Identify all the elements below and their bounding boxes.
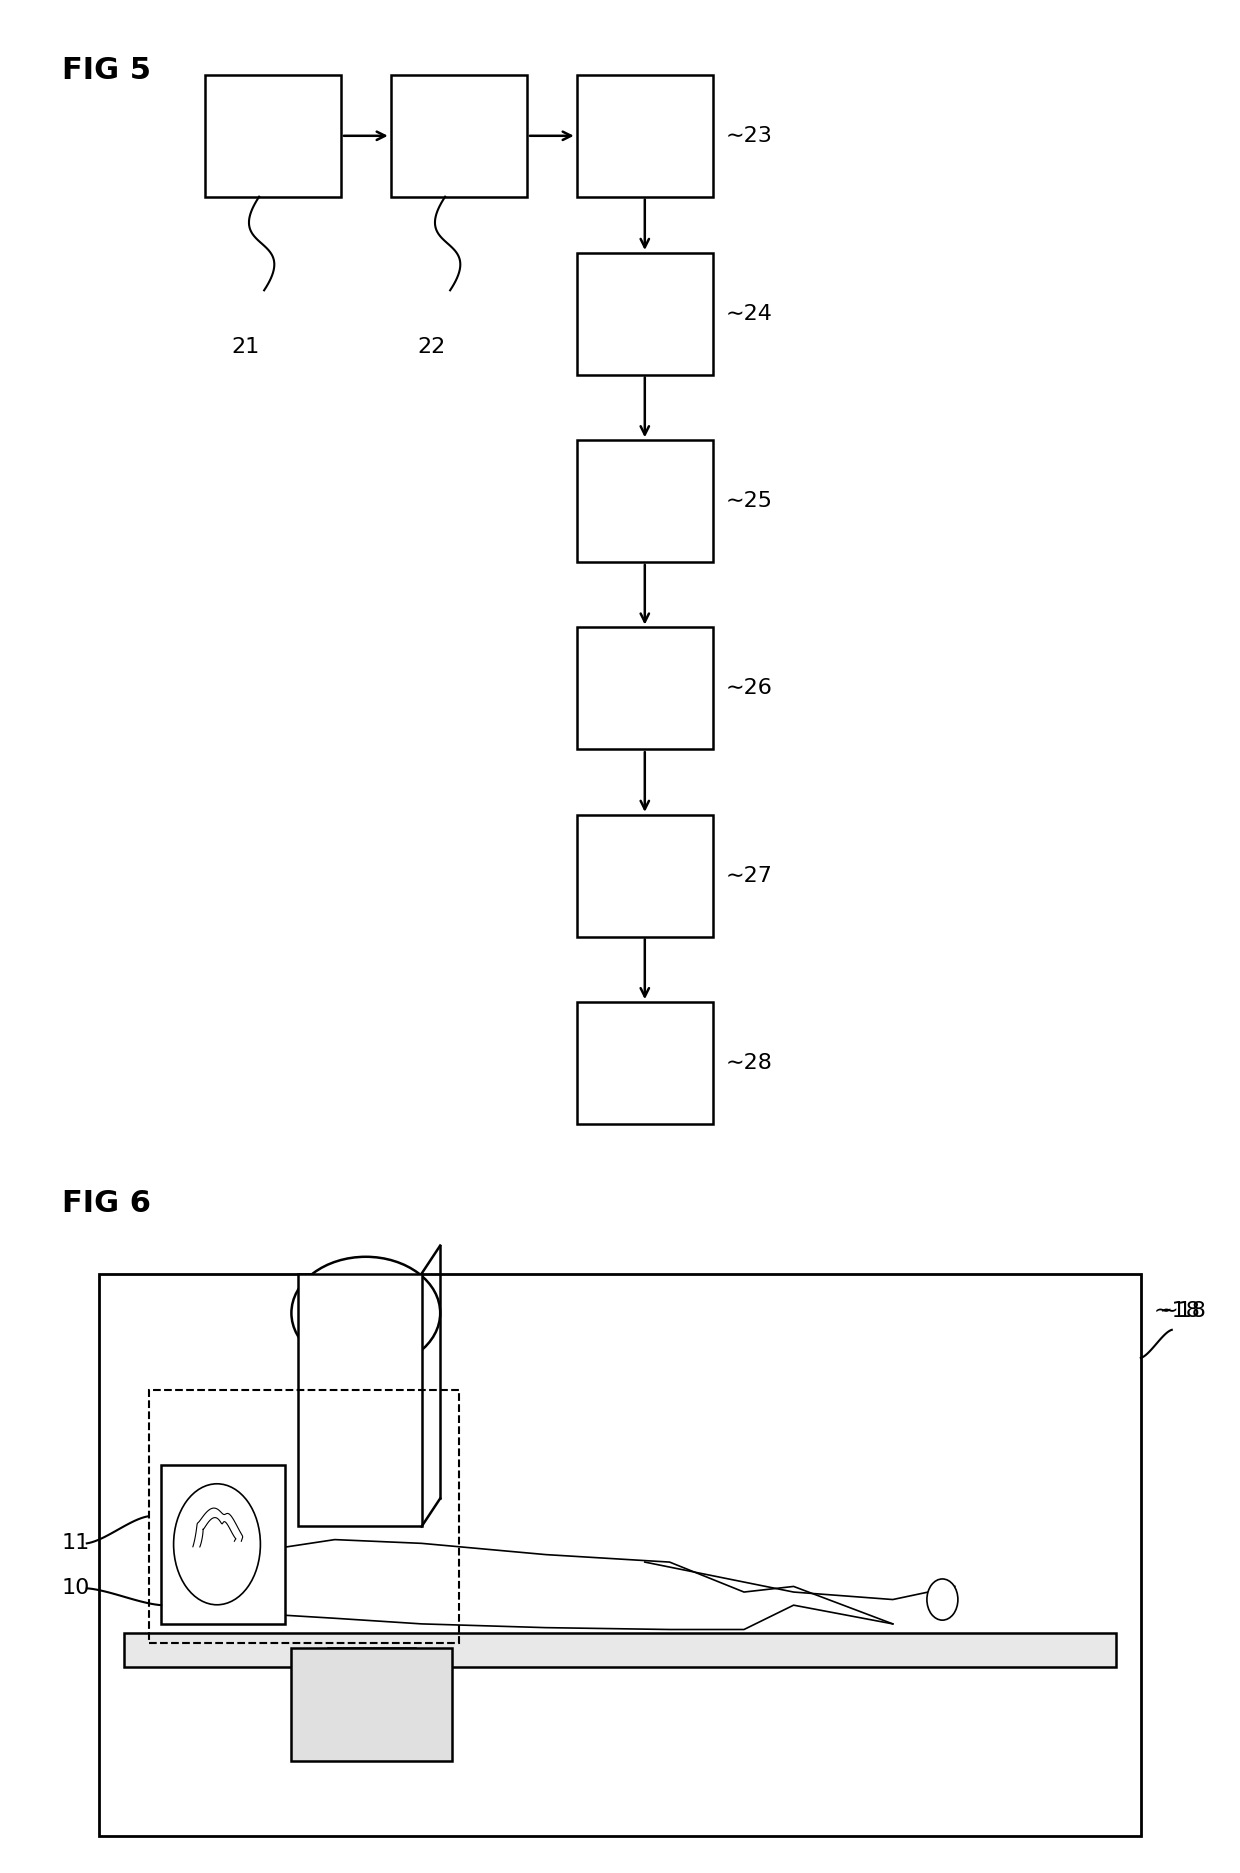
Text: 22: 22 [418, 337, 445, 358]
Text: ∼18: ∼18 [1153, 1302, 1200, 1320]
Ellipse shape [291, 1257, 440, 1369]
FancyBboxPatch shape [205, 75, 341, 197]
Ellipse shape [926, 1579, 959, 1620]
Text: FIG 5: FIG 5 [62, 56, 151, 84]
FancyBboxPatch shape [99, 1274, 1141, 1836]
FancyBboxPatch shape [577, 75, 713, 197]
FancyBboxPatch shape [577, 627, 713, 749]
FancyBboxPatch shape [577, 253, 713, 375]
Text: 21: 21 [232, 337, 259, 358]
Text: ∼18: ∼18 [1159, 1302, 1207, 1320]
Text: ∼28: ∼28 [725, 1053, 773, 1073]
Text: 11: 11 [62, 1534, 91, 1553]
FancyBboxPatch shape [161, 1465, 285, 1624]
FancyBboxPatch shape [298, 1274, 422, 1526]
Text: ∼27: ∼27 [725, 865, 773, 886]
Text: ∼23: ∼23 [725, 125, 773, 146]
FancyBboxPatch shape [577, 440, 713, 562]
FancyBboxPatch shape [329, 1648, 415, 1667]
FancyBboxPatch shape [124, 1633, 1116, 1667]
FancyBboxPatch shape [391, 75, 527, 197]
Ellipse shape [174, 1483, 260, 1605]
Text: ∼26: ∼26 [725, 678, 773, 699]
Text: FIG 6: FIG 6 [62, 1189, 151, 1217]
Text: ∼25: ∼25 [725, 491, 773, 511]
FancyBboxPatch shape [291, 1648, 453, 1761]
Text: ∼24: ∼24 [725, 303, 773, 324]
FancyBboxPatch shape [577, 1002, 713, 1124]
FancyBboxPatch shape [577, 815, 713, 936]
Text: 10: 10 [62, 1579, 91, 1598]
